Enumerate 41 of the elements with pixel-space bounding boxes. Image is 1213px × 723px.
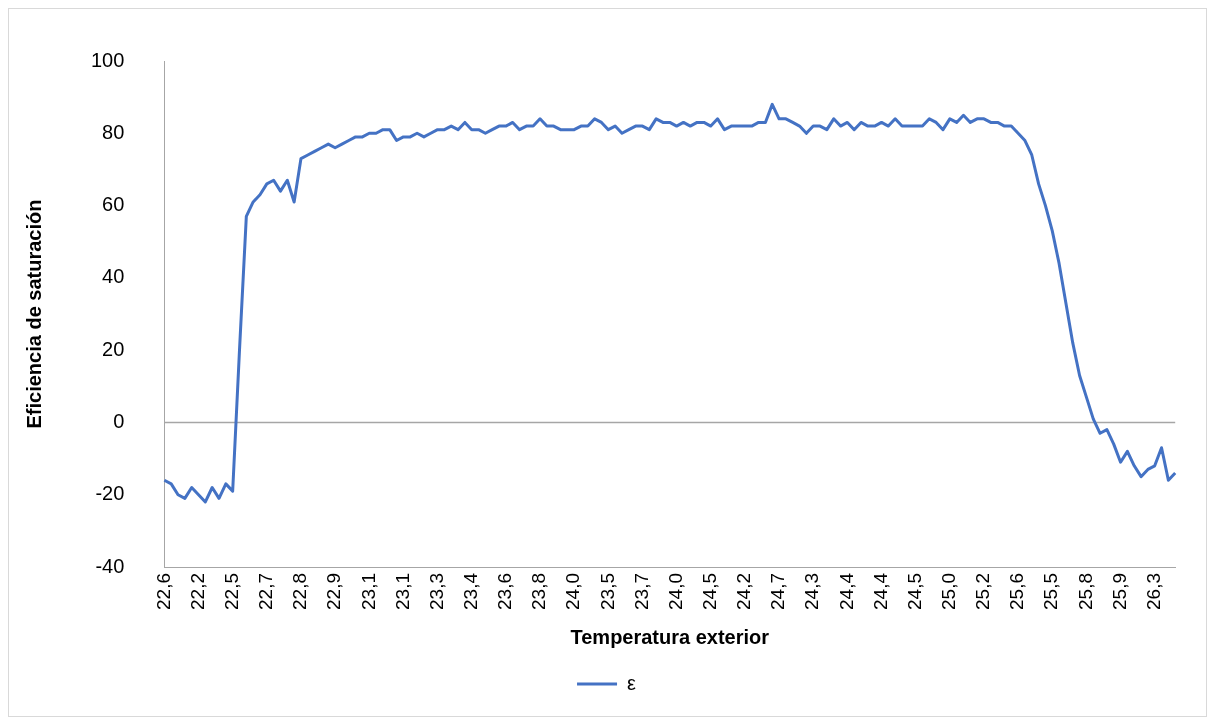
x-tick-label: 22,5 [220,573,242,610]
x-tick-label: 22,8 [289,573,311,610]
y-tick-label: -20 [95,482,125,505]
x-tick-label: 25,5 [1040,573,1062,610]
x-tick-label: 24,0 [562,573,584,610]
x-tick-label: 22,6 [152,573,174,610]
legend-label: ε [627,671,637,694]
x-tick-label: 25,0 [938,573,960,610]
x-tick-label: 24,4 [869,572,891,610]
x-tick-label: 23,8 [528,573,550,610]
x-tick-label: 24,5 [699,573,720,610]
x-tick-label: 25,2 [972,573,994,610]
x-tick-label: 23,5 [596,573,618,610]
x-axis-title: Temperatura exterior [570,625,770,648]
x-tick-label: 25,9 [1108,573,1130,610]
y-axis-title: Eficiencia de saturación [22,199,45,429]
x-tick-label: 23,1 [357,573,379,610]
y-tick-label: 20 [102,337,125,360]
x-tick-label: 24,4 [835,572,857,610]
x-tick-label: 23,3 [425,573,447,610]
x-tick-label: 26,3 [1142,573,1164,610]
x-tick-label: 24,7 [767,573,789,610]
x-tick-label: 24,3 [801,573,823,610]
x-tick-label: 23,4 [459,572,481,610]
x-tick-label: 24,5 [903,573,925,610]
y-tick-label: -40 [95,554,125,577]
x-tick-label: 23,1 [391,573,413,610]
y-tick-label: 60 [102,193,125,216]
x-tick-label: 22,9 [323,573,345,610]
x-tick-label: 24,0 [664,573,686,610]
x-tick-label: 22,7 [255,573,277,610]
x-tick-label: 25,6 [1006,573,1028,610]
y-tick-label: 100 [90,48,125,71]
y-tick-label: 80 [102,120,125,143]
x-tick-label: 25,8 [1074,573,1096,610]
y-tick-label: 40 [102,265,125,288]
y-tick-label: 0 [113,409,125,432]
x-tick-label: 22,2 [186,573,208,610]
x-tick-label: 23,6 [494,573,516,610]
x-tick-label: 24,2 [733,573,755,610]
x-tick-label: 23,7 [630,573,652,610]
